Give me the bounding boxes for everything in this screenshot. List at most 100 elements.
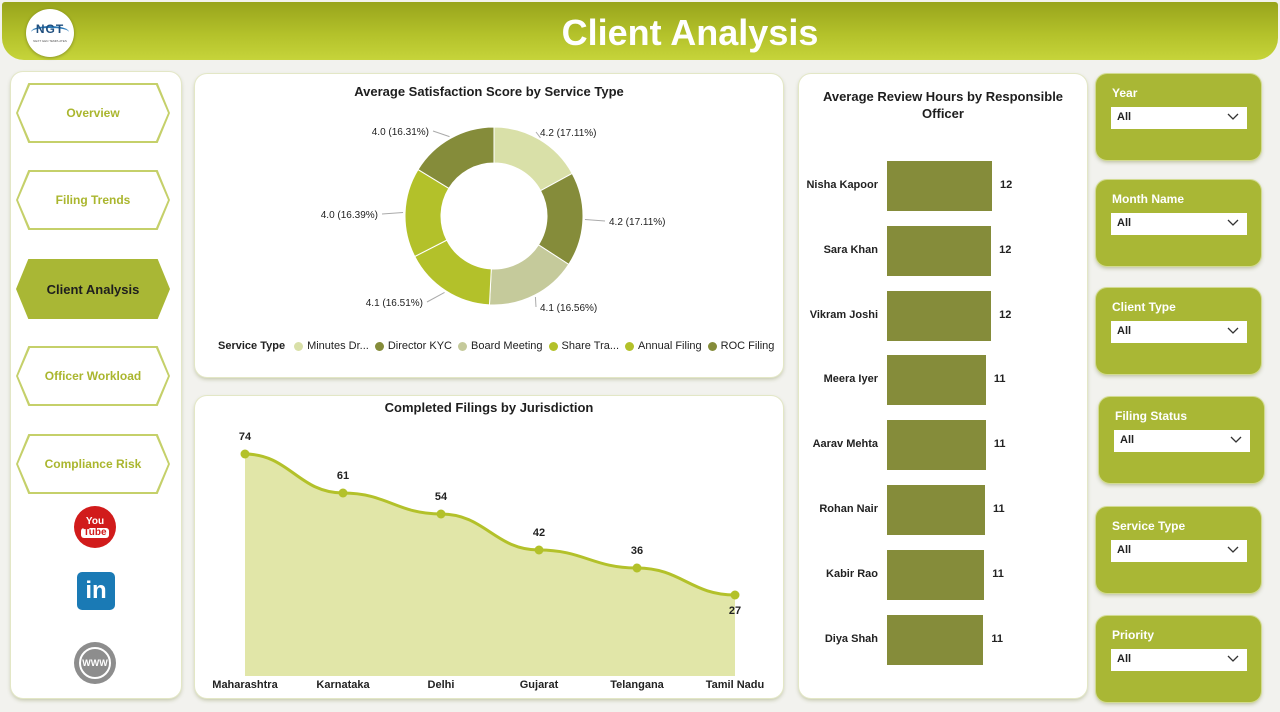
bar[interactable] [887, 355, 986, 406]
logo-swoosh-icon [31, 26, 69, 38]
nav-officer-workload-button[interactable]: Officer Workload [16, 346, 170, 406]
donut-leader-line-2 [534, 296, 537, 308]
donut-slice-label-3: 4.1 (16.51%) [366, 298, 423, 309]
globe-ring: WWW [79, 647, 111, 679]
bar[interactable] [887, 485, 986, 535]
x-tick-label-0: Maharashtra [212, 679, 278, 691]
bar-row-6: Kabir Rao 11 [799, 549, 1087, 600]
filter-dropdown[interactable]: All [1111, 321, 1247, 343]
linkedin-text: in [85, 577, 107, 604]
filter-client-type: Client Type All [1096, 288, 1261, 374]
satisfaction-donut-panel: Average Satisfaction Score by Service Ty… [195, 74, 783, 377]
bar[interactable] [887, 290, 992, 341]
nav-compliance-risk-button[interactable]: Compliance Risk [16, 434, 170, 494]
legend-label: Share Tra... [561, 340, 620, 352]
data-point-2[interactable] [436, 509, 446, 519]
chevron-down-icon [1227, 546, 1239, 553]
data-label-0: 74 [239, 431, 252, 443]
filter-dropdown[interactable]: All [1111, 649, 1247, 671]
page-title: Client Analysis [561, 12, 819, 53]
bar-category-label: Vikram Joshi [809, 308, 878, 321]
bar-value-label: 11 [993, 503, 1005, 515]
legend-dot-icon [458, 341, 467, 351]
legend-dot-icon [374, 341, 384, 351]
filter-filing-status: Filing Status All [1099, 397, 1264, 483]
legend-dot-icon [548, 341, 558, 351]
filter-selected-value: All [1117, 217, 1132, 229]
x-tick-label-2: Delhi [428, 679, 455, 691]
website-globe-icon[interactable]: WWW [74, 642, 116, 684]
data-label-2: 54 [435, 491, 448, 503]
nav-filing-trends-button[interactable]: Filing Trends [16, 170, 170, 230]
logo-tagline: NEXT GEN TEMPLATES [33, 39, 67, 43]
nav-overview-label: Overview [18, 85, 168, 141]
bar[interactable] [887, 161, 992, 211]
bar-category-label: Rohan Nair [819, 503, 878, 515]
bar[interactable] [887, 549, 985, 600]
nav-officer-workload-label: Officer Workload [18, 348, 168, 404]
bar-category-label: Meera Iyer [823, 373, 878, 386]
filter-dropdown[interactable]: All [1111, 213, 1247, 235]
data-point-4[interactable] [632, 563, 642, 573]
legend-item-0[interactable]: Minutes Dr... [294, 340, 369, 352]
bar[interactable] [887, 225, 992, 276]
legend-item-3[interactable]: Share Tra... [548, 340, 620, 352]
nav-client-analysis-label: Client Analysis [18, 261, 168, 317]
legend-label: Board Meeting [471, 340, 543, 352]
linkedin-icon[interactable]: in [77, 572, 115, 610]
data-point-1[interactable] [338, 488, 348, 498]
data-label-5: 27 [729, 605, 741, 617]
bar-chart: Nisha Kapoor 12 Sara Khan 12 Vikram Joshi 12 M… [799, 74, 1087, 698]
filter-service-type: Service Type All [1096, 507, 1261, 593]
x-tick-label-3: Gujarat [520, 679, 559, 691]
x-tick-label-4: Telangana [610, 679, 664, 691]
bar-row-7: Diya Shah 11 [799, 614, 1087, 665]
filter-selected-value: All [1120, 434, 1135, 446]
bar-value-label: 11 [992, 567, 1004, 580]
filter-dropdown[interactable]: All [1111, 540, 1247, 562]
bar-category-label: Aarav Mehta [812, 438, 878, 451]
ngt-logo[interactable]: NGT NEXT GEN TEMPLATES [26, 9, 74, 57]
data-label-4: 36 [631, 545, 643, 557]
donut-chart-title: Average Satisfaction Score by Service Ty… [354, 84, 624, 99]
legend-label: Director KYC [387, 340, 452, 352]
data-label-3: 42 [533, 527, 545, 539]
donut-leader-line-0 [535, 131, 541, 139]
bar[interactable] [887, 614, 984, 665]
data-point-5[interactable] [730, 590, 740, 600]
filter-label: Month Name [1112, 192, 1184, 206]
bar[interactable] [887, 420, 986, 471]
filter-selected-value: All [1117, 325, 1132, 337]
filter-dropdown[interactable]: All [1111, 107, 1247, 129]
donut-slice-5[interactable] [417, 126, 495, 190]
logo-text: NGT [35, 22, 65, 36]
youtube-tube-text: Tube [81, 526, 109, 538]
bar-value-label: 12 [1000, 179, 1013, 191]
x-tick-label-5: Tamil Nadu [706, 679, 764, 691]
donut-leader-line-3 [426, 291, 445, 303]
data-point-3[interactable] [534, 545, 544, 555]
bar-value-label: 11 [991, 632, 1003, 645]
legend-label: ROC Filing [720, 340, 775, 352]
legend-item-5[interactable]: ROC Filing [707, 340, 775, 352]
youtube-you-text: You [85, 515, 105, 527]
legend-item-1[interactable]: Director KYC [374, 340, 452, 352]
data-point-0[interactable] [240, 449, 250, 459]
nav-overview-button[interactable]: Overview [16, 83, 170, 143]
legend-label: Minutes Dr... [307, 340, 369, 352]
chevron-down-icon [1230, 436, 1242, 443]
bar-value-label: 11 [993, 373, 1006, 386]
legend-item-2[interactable]: Board Meeting [458, 340, 543, 352]
filter-dropdown[interactable]: All [1114, 430, 1250, 452]
youtube-icon[interactable]: You Tube [74, 506, 116, 548]
legend-item-4[interactable]: Annual Filing [625, 340, 702, 352]
data-label-1: 61 [337, 470, 349, 482]
area-chart: 74 Maharashtra 61 Karnataka 54 Delhi 42 Gujarat… [212, 431, 764, 691]
donut-leader-line-4 [381, 212, 404, 215]
chevron-down-icon [1227, 113, 1239, 120]
bar-category-label: Nisha Kapoor [806, 179, 878, 191]
review-hours-panel: Average Review Hours by Responsible Offi… [799, 74, 1087, 698]
filter-selected-value: All [1117, 653, 1132, 665]
nav-client-analysis-button[interactable]: Client Analysis [16, 259, 170, 319]
legend-label: Annual Filing [638, 340, 702, 352]
